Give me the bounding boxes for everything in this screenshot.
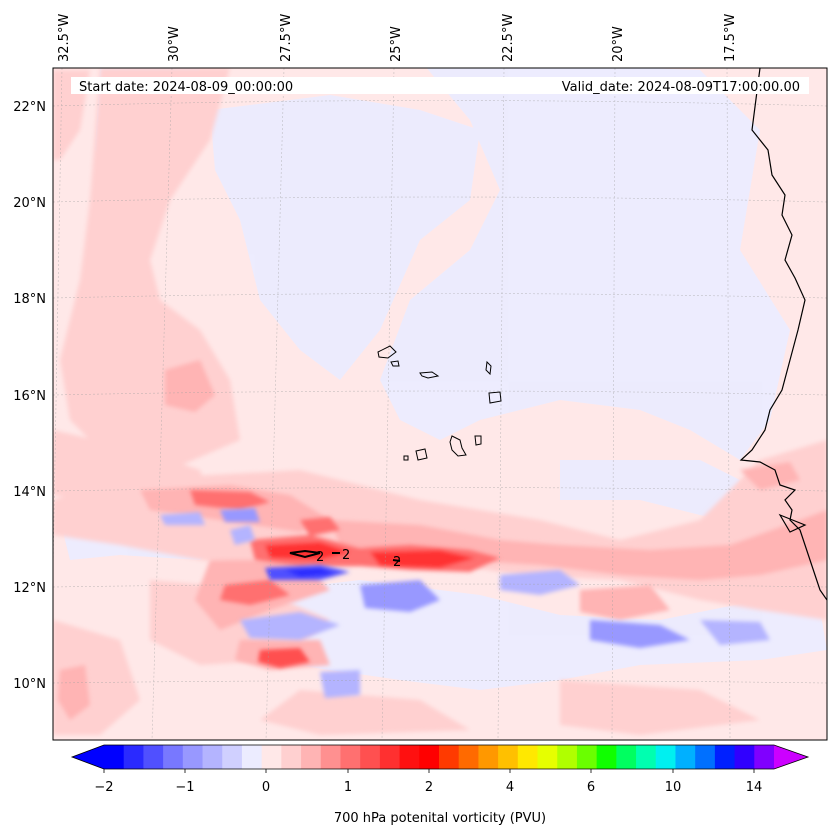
santo-antao-island <box>377 345 397 359</box>
lon-label: 22.5°W <box>501 14 516 62</box>
colorbar-cell <box>301 745 322 769</box>
colorbar-tick-label: −2 <box>94 780 113 795</box>
colorbar-tick-label: 0 <box>262 780 270 795</box>
colorbar-tick-label: 2 <box>425 780 433 795</box>
lat-label: 16°N <box>13 389 46 404</box>
colorbar-tick-label: 1 <box>344 780 352 795</box>
colorbar-cell <box>143 745 164 769</box>
map-frame <box>52 67 828 741</box>
contour-label: 2 <box>342 548 350 563</box>
lon-label: 20°W <box>611 26 626 62</box>
lon-label: 32.5°W <box>57 14 72 62</box>
colorbar-extend-low <box>72 745 104 769</box>
colorbar-cell <box>360 745 381 769</box>
colorbar-cell <box>537 745 558 769</box>
colorbar-tick-label: 6 <box>587 780 595 795</box>
contour-label: 2 <box>316 550 324 565</box>
graticule <box>53 68 827 740</box>
colorbar-cell <box>616 745 637 769</box>
pv-contours <box>289 549 401 562</box>
cape-verde-islands <box>377 345 502 461</box>
sal-island <box>485 360 492 376</box>
lat-label: 14°N <box>13 485 46 500</box>
colorbar-cell <box>498 745 519 769</box>
colorbar-tick-label: −1 <box>175 780 194 795</box>
colorbar-cell <box>596 745 617 769</box>
colorbar-cell <box>261 745 282 769</box>
colorbar-cell <box>104 745 125 769</box>
colorbar-cell <box>163 745 184 769</box>
longitude-labels: 32.5°W 30°W 27.5°W 25°W 22.5°W 20°W 17.5… <box>57 14 738 62</box>
latitude-labels: 22°N 20°N 18°N 16°N 14°N 12°N 10°N <box>13 100 46 692</box>
lon-label: 30°W <box>167 26 182 62</box>
colorbar-ticks <box>103 769 755 773</box>
contour-label: 2 <box>393 555 401 570</box>
colorbar-cell <box>478 745 499 769</box>
colorbar-cell <box>636 745 657 769</box>
colorbar-cell <box>222 745 243 769</box>
lat-label: 12°N <box>13 581 46 596</box>
sao-vicente-island <box>390 360 400 367</box>
sao-nicolau-island <box>419 371 440 379</box>
colorbar-cell <box>458 745 480 769</box>
colorbar-cell <box>754 745 775 769</box>
colorbar-cell <box>379 745 401 769</box>
negative-pv-features <box>160 508 770 698</box>
colorbar-cell <box>281 745 302 769</box>
colorbar-cell <box>714 745 736 769</box>
colorbar-cells <box>104 745 775 769</box>
colorbar-cell <box>655 745 677 769</box>
lat-label: 18°N <box>13 292 46 307</box>
boa-vista-island <box>488 391 502 404</box>
lat-label: 22°N <box>13 100 46 115</box>
colorbar-cell <box>182 745 204 769</box>
colorbar-cell <box>202 745 223 769</box>
brava-island <box>403 455 409 461</box>
colorbar-cell <box>675 745 696 769</box>
colorbar-cell <box>734 745 755 769</box>
colorbar-cell <box>576 745 598 769</box>
santiago-island <box>449 435 467 457</box>
colorbar-cell <box>340 745 361 769</box>
lon-label: 27.5°W <box>279 14 294 62</box>
colorbar-extend-high <box>774 745 808 769</box>
start-date-label: Start date: 2024-08-09_00:00:00 <box>79 80 293 95</box>
colorbar-tick-label: 10 <box>665 780 682 795</box>
colorbar-cell <box>399 745 420 769</box>
valid-date-label: Valid_date: 2024-08-09T17:00:00.00 <box>562 80 800 95</box>
fogo-island <box>415 448 428 461</box>
lat-label: 10°N <box>13 677 46 692</box>
colorbar-cell <box>241 745 263 769</box>
header-box <box>71 77 809 94</box>
lon-label: 17.5°W <box>723 14 738 62</box>
coastlines <box>739 68 827 601</box>
colorbar-tick-label: 14 <box>746 780 763 795</box>
maio-island <box>474 435 482 446</box>
colorbar-cell <box>695 745 716 769</box>
colorbar-cell <box>419 745 440 769</box>
colorbar-cell <box>439 745 460 769</box>
colorbar-cell <box>320 745 342 769</box>
colorbar-title: 700 hPa potenital vorticity (PVU) <box>334 811 546 826</box>
map-panel: 2 2 2 Start date: 2024-08-09_00:00:00 Va… <box>52 67 828 741</box>
lat-label: 20°N <box>13 196 46 211</box>
colorbar-cell <box>557 745 578 769</box>
colorbar-cell <box>123 745 145 769</box>
colorbar: −2 −1 0 1 2 4 6 10 14 700 hPa potenital … <box>70 744 810 826</box>
strong-positive-pv-cores <box>190 490 500 668</box>
africa-coast <box>739 68 827 601</box>
lon-label: 25°W <box>389 26 404 62</box>
colorbar-cell <box>517 745 539 769</box>
colorbar-tick-label: 4 <box>506 780 514 795</box>
